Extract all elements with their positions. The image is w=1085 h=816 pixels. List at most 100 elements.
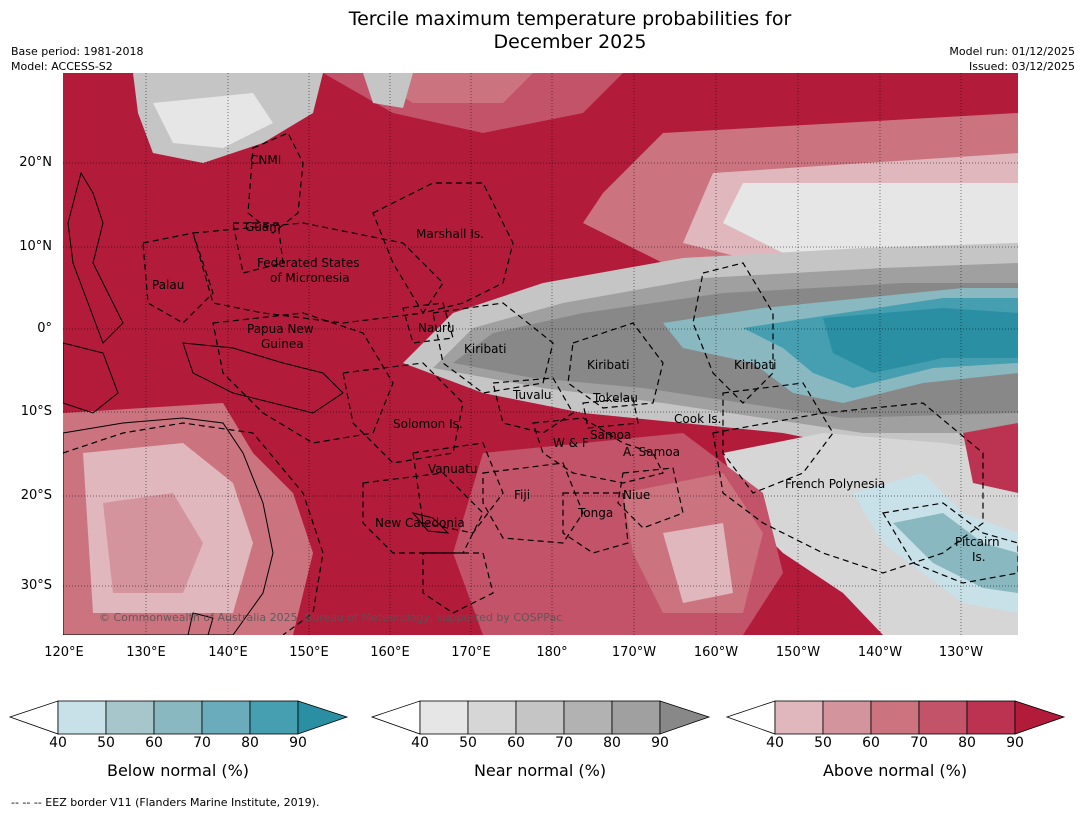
below-normal-title: Below normal (%) <box>106 761 250 780</box>
colorbar-above <box>725 700 1066 735</box>
lon-tick-160e: 160°E <box>370 645 410 660</box>
colorbar-below <box>8 700 349 735</box>
eez-kiribati-e <box>692 262 774 404</box>
base-period: Base period: 1981-2018 <box>11 45 144 58</box>
label-samoa: Samoa <box>590 428 631 442</box>
issued-date: Issued: 03/12/2025 <box>968 60 1075 73</box>
below-seg-80 <box>249 700 299 735</box>
copyright-text: © Commonwealth of Australia 2025, Bureau… <box>99 611 562 624</box>
lat-tick-20n: 20°N <box>19 155 52 170</box>
lat-tick-0: 0° <box>37 321 52 336</box>
label-solomon: Solomon Is. <box>393 417 463 431</box>
chart-title: Tercile maximum temperature probabilitie… <box>0 8 1085 54</box>
ne-white <box>723 183 1018 253</box>
below-tick-80: 80 <box>241 735 259 751</box>
label-pitcairn-2: Is. <box>972 550 986 564</box>
eez-marshall <box>372 182 514 314</box>
eez-cnmi <box>247 132 304 234</box>
label-palau: Palau <box>152 278 184 292</box>
below-tick-50: 50 <box>97 735 115 751</box>
below-tick-70: 70 <box>193 735 211 751</box>
borneo-outline <box>63 342 119 414</box>
eez-aus-east <box>63 422 324 635</box>
below-seg-40 <box>57 700 107 735</box>
below-tick-60: 60 <box>145 735 163 751</box>
above-tick-80: 80 <box>958 735 976 751</box>
eez-niue <box>617 467 684 529</box>
above-seg-80 <box>966 700 1016 735</box>
eez-solomon <box>342 362 464 464</box>
below-seg-60 <box>153 700 203 735</box>
label-frpoly: French Polynesia <box>785 477 885 491</box>
label-png-2: Guinea <box>261 337 304 351</box>
lon-tick-160w: 160°W <box>693 645 739 660</box>
label-nauru: Nauru <box>418 321 454 335</box>
meta-left: Base period: 1981-2018 Model: ACCESS-S2 <box>11 44 143 74</box>
eez-borders <box>63 132 1018 635</box>
below-tick-90: 90 <box>289 735 307 751</box>
se-red <box>963 423 1018 493</box>
label-kiribati-e: Kiribati <box>734 358 776 372</box>
label-kiribati-c: Kiribati <box>587 358 629 372</box>
eez-tuvalu <box>492 377 574 434</box>
below-seg-50 <box>105 700 155 735</box>
title-line-2: December 2025 <box>493 31 647 53</box>
south-mid-lighter <box>663 523 733 603</box>
landmasses <box>63 171 450 635</box>
se-blue <box>893 513 1018 593</box>
label-cook: Cook Is. <box>674 412 721 426</box>
lat-tick-10s: 10°S <box>20 404 52 419</box>
eez-legend-note: -- -- -- EEZ border V11 (Flanders Marine… <box>11 796 320 809</box>
near-seg-40 <box>419 700 469 735</box>
philippines-outline <box>67 171 124 344</box>
label-wf: W & F <box>553 436 589 450</box>
lat-tick-10n: 10°N <box>19 239 52 254</box>
lon-tick-130e: 130°E <box>126 645 166 660</box>
new-zealand-outline <box>187 612 214 635</box>
below-ext-low <box>8 700 59 735</box>
label-fsm-2: of Micronesia <box>270 271 350 285</box>
map-svg: CNMI Guam Marshall Is. Palau Federated S… <box>63 73 1018 635</box>
label-cnmi: CNMI <box>250 153 281 167</box>
above-seg-40 <box>774 700 824 735</box>
above-tick-90: 90 <box>1006 735 1024 751</box>
above-seg-50 <box>822 700 872 735</box>
model-run: Model run: 01/12/2025 <box>949 45 1075 58</box>
below-normal-core <box>823 308 1018 373</box>
near-tick-70: 70 <box>555 735 573 751</box>
sw-lighter <box>103 493 203 593</box>
near-tick-90: 90 <box>651 735 669 751</box>
above-normal-title: Above normal (%) <box>822 761 968 780</box>
below-seg-70 <box>201 700 251 735</box>
label-newcal: New Caledonia <box>375 516 465 530</box>
lon-tick-180: 180° <box>536 645 568 660</box>
above-seg-70 <box>918 700 968 735</box>
label-tokelau: Tokelau <box>592 391 638 405</box>
eez-guam <box>232 222 284 274</box>
near-tick-60: 60 <box>507 735 525 751</box>
lat-tick-30s: 30°S <box>20 578 52 593</box>
lon-tick-170e: 170°E <box>451 645 491 660</box>
lat-tick-20s: 20°S <box>20 488 52 503</box>
label-pitcairn-1: Pitcairn <box>955 535 1000 549</box>
near-tick-50: 50 <box>459 735 477 751</box>
label-niue: Niue <box>623 488 650 502</box>
near-seg-50 <box>467 700 517 735</box>
eez-nz-north <box>422 552 494 614</box>
label-tonga: Tonga <box>577 506 613 520</box>
eez-kiribati-c <box>567 322 664 409</box>
colorbar-near <box>370 700 711 735</box>
above-seg-60 <box>870 700 920 735</box>
above-tick-40: 40 <box>766 735 784 751</box>
lon-tick-130w: 130°W <box>938 645 984 660</box>
eez-fiji <box>482 462 584 544</box>
above-ext-high <box>1014 700 1066 735</box>
country-labels: CNMI Guam Marshall Is. Palau Federated S… <box>152 153 1000 564</box>
label-guam: Guam <box>245 220 281 234</box>
label-asamoa: A. Samoa <box>623 445 680 459</box>
australia-outline <box>63 417 274 635</box>
near-seg-70 <box>563 700 613 735</box>
near-tick-80: 80 <box>603 735 621 751</box>
new-guinea-outline <box>182 342 344 414</box>
label-marshall: Marshall Is. <box>416 227 484 241</box>
